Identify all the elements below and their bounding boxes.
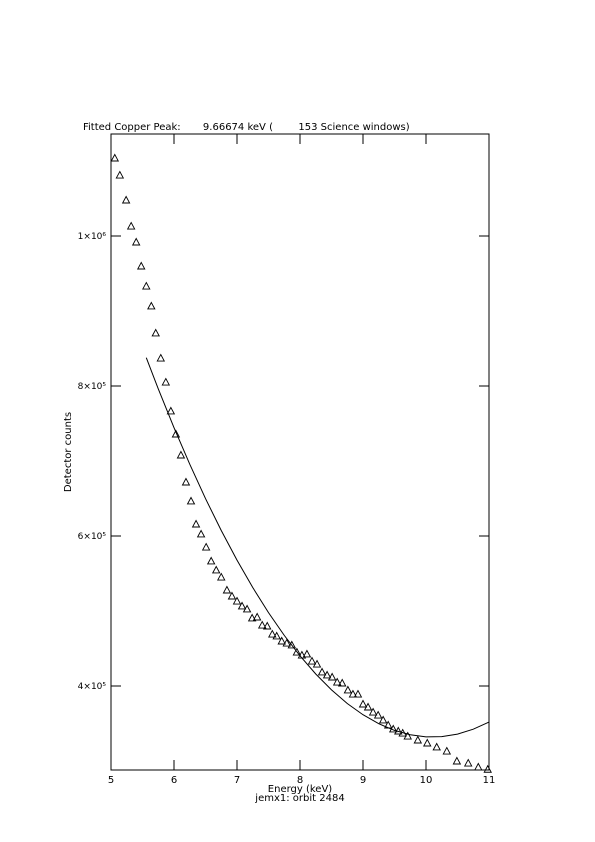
data-point [186, 496, 196, 505]
data-point [302, 649, 312, 658]
x-tick-label: 11 [483, 775, 496, 786]
data-point [115, 170, 125, 179]
data-point [277, 636, 286, 645]
data-point [262, 621, 272, 630]
data-point [317, 667, 327, 676]
data-point [161, 377, 171, 386]
data-point [181, 477, 191, 486]
x-tick-label: 6 [171, 775, 177, 786]
chart-title: Fitted Copper Peak: 9.66674 keV ( 153 Sc… [83, 122, 410, 133]
data-point [463, 758, 473, 767]
data-point [378, 715, 388, 724]
y-tick-label: 8×10⁵ [78, 382, 107, 392]
data-point [358, 699, 368, 708]
fit-line [145, 357, 490, 738]
data-point [287, 640, 297, 649]
x-tick-label: 7 [234, 775, 240, 786]
data-point [206, 556, 216, 565]
plot-frame [110, 133, 490, 771]
data-point [332, 677, 342, 686]
data-point [171, 429, 181, 438]
data-point [337, 678, 347, 687]
data-point [272, 631, 281, 640]
x-tick-label: 8 [297, 775, 303, 786]
data-point [307, 656, 317, 665]
data-point [247, 613, 257, 622]
x-axis-label: Energy (keV) [268, 784, 333, 795]
data-point [232, 596, 242, 605]
y-tick-label: 6×10⁵ [78, 532, 107, 542]
data-point [156, 353, 166, 362]
data-point [191, 519, 201, 528]
data-point [242, 604, 252, 613]
x-tick-label: 10 [420, 775, 433, 786]
data-point [131, 237, 141, 246]
data-point [452, 756, 462, 765]
data-point [121, 195, 131, 204]
data-point [403, 731, 412, 740]
data-point [227, 591, 237, 600]
data-point [348, 689, 358, 698]
data-point [268, 629, 277, 638]
subtitle: jemx1: orbit 2484 [254, 793, 344, 804]
data-point [216, 572, 226, 581]
y-tick-label: 1×10⁶ [78, 232, 107, 242]
data-point [353, 689, 363, 698]
data-point [432, 742, 441, 751]
y-axis-label: Detector counts [63, 412, 74, 492]
x-tick-label: 5 [108, 775, 114, 786]
y-tick-label: 4×10⁵ [78, 682, 107, 692]
data-point [126, 221, 136, 230]
data-point [327, 672, 337, 681]
data-point [201, 542, 211, 551]
data-point [423, 738, 432, 747]
data-point [368, 707, 378, 716]
data-point [312, 659, 322, 668]
data-point [282, 638, 292, 647]
data-point [343, 685, 353, 694]
data-point [252, 612, 262, 621]
data-point [322, 670, 332, 679]
data-point [483, 764, 492, 773]
x-tick-label: 9 [360, 775, 366, 786]
data-point [136, 261, 146, 270]
data-point [142, 281, 151, 290]
data-point [442, 746, 452, 755]
data-point [166, 406, 176, 415]
data-point [413, 735, 423, 744]
data-point [196, 529, 206, 538]
data-point [147, 301, 156, 310]
data-point [211, 565, 221, 574]
data-point [363, 702, 373, 711]
data-point [151, 328, 160, 337]
data-point [222, 585, 232, 594]
data-point [292, 647, 302, 656]
data-point [373, 710, 383, 719]
data-point [257, 620, 267, 629]
data-point [237, 601, 247, 610]
data-point [176, 450, 186, 459]
data-point [110, 153, 120, 162]
data-point [474, 762, 483, 771]
